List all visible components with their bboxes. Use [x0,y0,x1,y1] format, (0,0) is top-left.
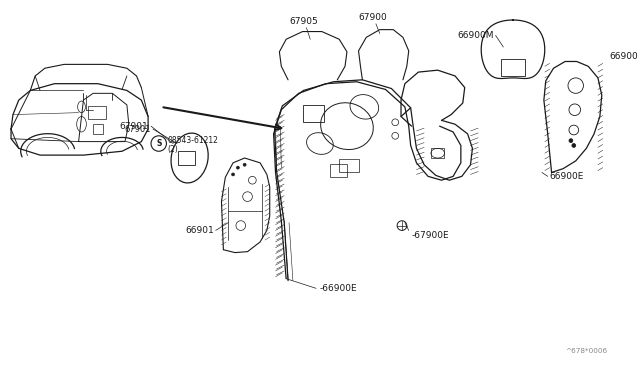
Circle shape [572,144,576,147]
Text: 66900: 66900 [609,52,638,61]
Text: -66900E: -66900E [320,284,358,293]
Text: 66900M: 66900M [457,31,493,40]
Text: 08543-61212: 08543-61212 [168,136,218,145]
Text: (2): (2) [168,145,178,154]
Bar [303,105,324,122]
Circle shape [236,166,239,169]
Circle shape [232,173,234,176]
Text: 67905: 67905 [289,17,318,26]
Text: 67901: 67901 [119,122,148,131]
Bar [339,159,358,173]
Text: 66901: 66901 [185,226,214,235]
Bar [431,148,444,158]
Circle shape [243,163,246,166]
Text: 67900: 67900 [358,13,387,22]
Bar [93,124,103,134]
Text: -67900E: -67900E [412,231,449,240]
Bar [178,151,195,165]
Circle shape [569,139,573,142]
Text: ^678*0006: ^678*0006 [566,348,607,354]
Text: 67901: 67901 [125,125,151,134]
Bar [330,164,347,177]
Bar [501,58,525,76]
Bar [88,106,106,119]
Text: S: S [156,139,161,148]
Text: 66900E: 66900E [550,172,584,181]
